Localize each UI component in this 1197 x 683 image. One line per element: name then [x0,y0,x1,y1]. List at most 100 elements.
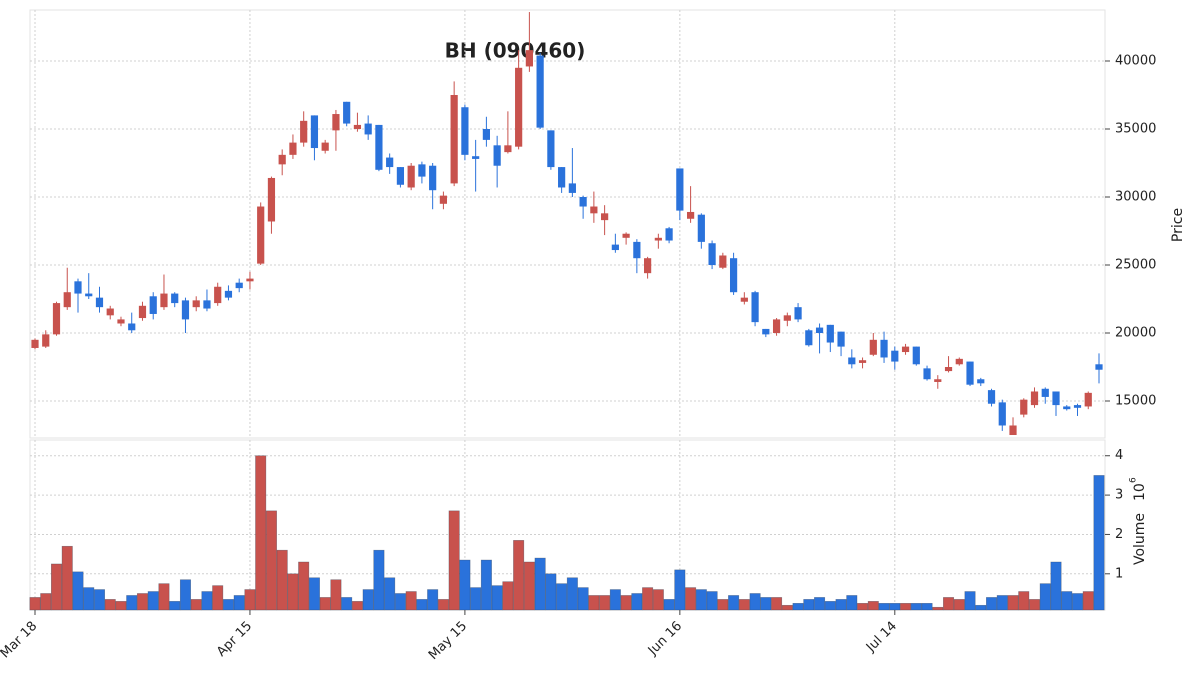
volume-bar [652,589,664,611]
candle-body [848,357,856,365]
candle-body [224,290,233,298]
candle-body [783,315,791,321]
volume-bar [136,593,148,611]
volume-bar [480,559,492,611]
volume-bar [1018,591,1030,611]
candle-body [1073,405,1082,408]
volume-bar [932,606,944,611]
candle-body [375,124,383,170]
candle-body [944,367,953,372]
x-tick-label: May 15 [426,619,470,663]
x-tick-label: Jun 16 [645,619,685,659]
candle-body [429,165,437,191]
candle-body [762,328,770,335]
y-tick-label: 1 [1115,566,1123,581]
candle-body [450,95,458,184]
candle-body [181,300,190,320]
candle-body [633,241,641,259]
volume-bar [40,593,52,611]
candle-body [686,211,695,219]
volume-bar [642,587,654,611]
candle-body [794,307,802,320]
candle-body [622,233,630,238]
candle-body [697,214,705,242]
x-tick-label: Apr 15 [214,619,255,660]
volume-bar [351,601,363,611]
candle-body [289,142,297,155]
volume-bar [910,603,922,611]
volume-multiplier-base: 10 [1132,483,1148,501]
candle-body [644,258,652,274]
volume-bar [695,589,707,611]
candle-body [321,142,329,151]
candle-body [353,124,362,130]
volume-label: Volume [1132,513,1148,565]
candle-body [955,358,963,365]
volume-multiplier-exponent: 6 [1129,477,1139,483]
candle-body [740,297,748,302]
volume-bar [609,589,621,611]
candle-body [192,300,200,308]
volume-bar [706,591,718,611]
candle-body [676,168,684,211]
candle-body [1030,391,1039,406]
volume-bar [986,597,998,611]
candle-body [665,228,673,241]
volume-bar [738,599,750,611]
volume-bar [29,597,41,611]
candle-body [891,350,899,362]
candle-body [1020,399,1028,415]
candle-body [461,107,469,155]
volume-bar [1082,591,1094,611]
volume-bar [448,510,460,611]
volume-bar [222,599,234,611]
candle-body [568,183,576,193]
volume-bar [93,589,105,611]
volume-bar [459,559,471,611]
volume-bar [470,587,482,611]
candle-body [343,101,351,124]
candle-body [815,327,824,334]
volume-bar [416,599,428,611]
candle-body [85,293,93,297]
volume-bar [319,597,331,611]
volume-bar [104,599,116,611]
volume-bar [835,599,847,611]
candle-body [160,293,168,308]
candle-body [579,197,587,207]
candle-body [42,334,50,347]
volume-bar [728,595,740,611]
volume-bar [674,569,686,611]
candle-body [439,195,448,204]
volume-bar [685,587,697,611]
volume-bar [771,597,783,611]
candle-body [149,296,157,314]
candle-body [74,281,82,294]
candle-body [214,286,222,304]
candle-body [1095,364,1103,370]
volume-bar [255,455,267,611]
candle-body [482,129,490,140]
volume-bar [566,577,578,611]
volume-bar [298,561,310,611]
candle-body [611,244,619,251]
y-tick-label: 3 [1115,488,1123,503]
candle-body [536,55,544,128]
volume-bar [1007,595,1019,611]
volume-bar [803,599,815,611]
volume-bar [115,601,127,611]
candle-body [966,361,974,385]
candle-body [869,339,877,355]
y-tick-label: 2 [1115,527,1123,542]
volume-bar [491,585,503,611]
volume-bar [341,597,353,611]
candle-body [525,50,533,67]
candle-body [1063,406,1071,410]
volume-bar [265,510,277,611]
volume-bar [1050,561,1062,611]
candle-body [1041,388,1049,397]
volume-bar [588,595,600,611]
volume-bar [179,579,191,611]
volume-bar [1039,583,1051,611]
